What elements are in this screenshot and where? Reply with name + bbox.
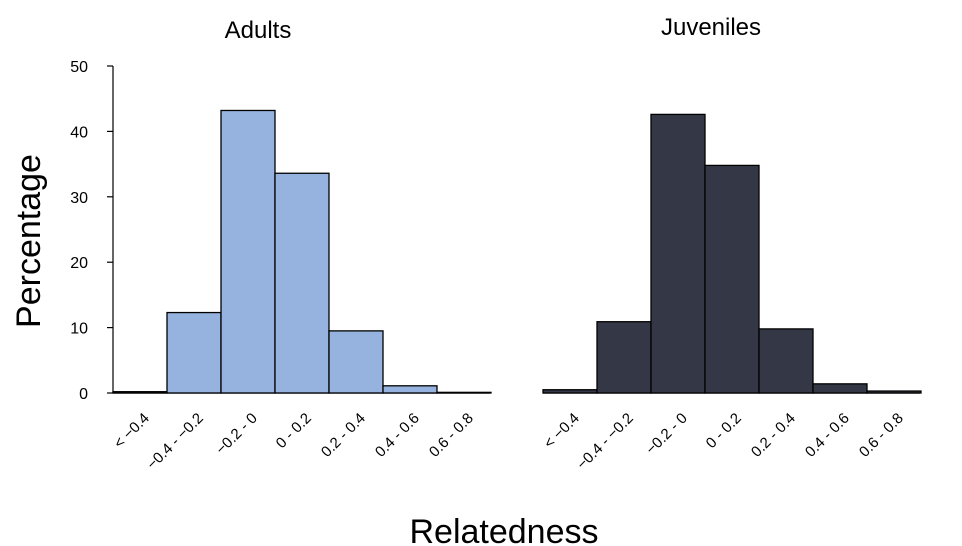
x-tick-label: 0 - 0.2 <box>703 410 745 452</box>
histogram-bar <box>220 109 276 394</box>
histogram-bar <box>112 391 168 394</box>
histogram-bar <box>274 172 330 394</box>
y-tick-label: 20 <box>70 255 88 272</box>
x-tick-label: −0.4 - −0.2 <box>573 410 636 473</box>
histogram-bar <box>704 164 760 394</box>
juveniles-panel: Juveniles < −0.4−0.4 - −0.2 −0.2 - 0 0 - 0… <box>541 14 922 473</box>
x-tick-label: 0.6 - 0.8 <box>856 410 907 461</box>
y-tick-label: 10 <box>70 321 88 338</box>
x-tick-label: 0 - 0.2 <box>273 410 315 452</box>
y-tick-label: 50 <box>70 59 88 76</box>
x-axis-label: Relatedness <box>409 513 598 546</box>
x-tick-label: 0.6 - 0.8 <box>426 410 477 461</box>
y-axis: 0 10 20 30 40 50 <box>70 59 114 403</box>
histogram-bar <box>328 330 384 394</box>
x-tick-label: 0.4 - 0.6 <box>372 410 423 461</box>
x-tick-label: 0.2 - 0.4 <box>748 410 799 461</box>
histogram-bar <box>650 113 706 394</box>
x-tick-label: −0.2 - 0 <box>213 410 261 458</box>
x-tick-label: < −0.4 <box>541 410 583 452</box>
x-tick-label: −0.2 - 0 <box>643 410 691 458</box>
x-tick-label: < −0.4 <box>111 410 153 452</box>
histogram-bar <box>542 389 598 394</box>
histogram-bar <box>382 385 438 394</box>
x-tick-label: 0.2 - 0.4 <box>318 410 369 461</box>
y-tick-label: 30 <box>70 190 88 207</box>
adults-panel-title: Adults <box>225 17 292 44</box>
histogram-bar <box>812 383 868 394</box>
histogram-bar <box>758 328 814 394</box>
y-tick-label: 0 <box>79 386 88 403</box>
juveniles-panel-title: Juveniles <box>661 14 761 41</box>
x-tick-label: 0.4 - 0.6 <box>802 410 853 461</box>
histogram-bar <box>866 390 922 394</box>
histogram-bar <box>436 391 492 394</box>
x-tick-label: −0.4 - −0.2 <box>143 410 206 473</box>
y-tick-label: 40 <box>70 124 88 141</box>
y-axis-label: Percentage <box>10 154 48 328</box>
histogram-bar <box>166 311 222 394</box>
histogram-bar <box>596 321 652 394</box>
